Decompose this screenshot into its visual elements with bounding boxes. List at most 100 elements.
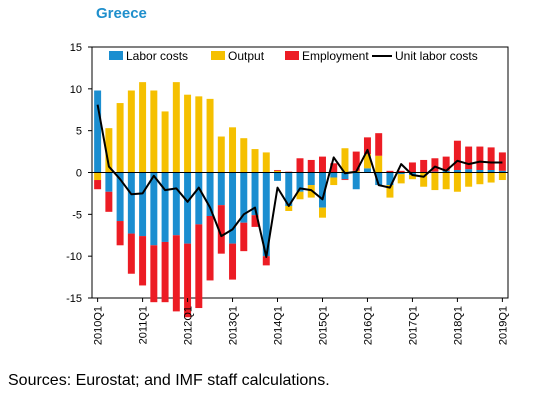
x-tick-label: 2011Q1	[138, 306, 150, 344]
bar-labor-costs-2015Q1	[319, 172, 326, 208]
bar-employment-2010Q1	[94, 180, 102, 190]
bar-labor-costs-2016Q3	[386, 172, 394, 186]
bar-output-2014Q2	[285, 205, 293, 211]
y-tick-label: -10	[66, 251, 82, 263]
bar-labor-costs-2018Q2	[465, 169, 473, 173]
line-layer	[96, 104, 503, 258]
bar-output-2012Q4	[217, 136, 225, 173]
bar-employment-2017Q1	[408, 162, 416, 173]
legend-label-labor-costs: Labor costs	[126, 49, 188, 63]
bar-employment-2016Q3	[386, 170, 394, 173]
bar-employment-2010Q3	[116, 221, 124, 246]
bar-labor-costs-2018Q4	[487, 169, 495, 173]
bar-labor-costs-2011Q4	[172, 172, 180, 236]
bar-employment-2012Q3	[206, 216, 214, 281]
y-tick-label: 5	[76, 126, 82, 138]
y-tick-label: -15	[66, 293, 82, 305]
bar-output-2013Q2	[240, 138, 248, 173]
bar-employment-2018Q1	[453, 140, 461, 170]
bar-employment-2017Q2	[420, 159, 428, 173]
bar-employment-2011Q3	[161, 241, 169, 303]
bar-output-2013Q3	[251, 149, 259, 173]
bar-employment-2011Q1	[139, 236, 147, 286]
bar-employment-2014Q3	[296, 158, 304, 173]
bar-employment-2012Q4	[217, 205, 225, 254]
bar-output-2015Q1	[319, 207, 326, 218]
bar-output-2018Q3	[476, 172, 484, 185]
y-tick-label: 0	[76, 168, 82, 180]
bar-labor-costs-2018Q1	[453, 169, 461, 173]
bar-output-2010Q3	[116, 103, 124, 173]
bar-employment-2013Q4	[262, 256, 270, 266]
bar-employment-2012Q2	[195, 224, 203, 309]
bar-labor-costs-2014Q2	[285, 172, 293, 206]
bar-employment-2013Q1	[229, 243, 237, 280]
bar-output-2012Q3	[206, 98, 214, 173]
bar-labor-costs-2016Q1	[363, 168, 371, 173]
x-tick-label: 2014Q1	[273, 306, 285, 345]
bar-labor-costs-2014Q1	[274, 172, 281, 181]
legend-label-unit-labor-costs: Unit labor costs	[395, 49, 478, 63]
bar-output-2016Q3	[386, 185, 394, 198]
x-tick-label: 2019Q1	[497, 306, 509, 345]
legend: Labor costs Output Employment Unit labor co…	[109, 49, 478, 63]
x-tick-label: 2017Q1	[407, 306, 419, 345]
bar-labor-costs-2012Q4	[217, 172, 225, 206]
bar-output-2015Q3	[341, 148, 349, 173]
bar-output-2014Q1	[274, 170, 281, 173]
bar-employment-2015Q4	[352, 151, 360, 171]
bar-labor-costs-2012Q1	[184, 172, 192, 244]
chart-title: Greece	[96, 5, 147, 22]
source-note: Sources: Eurostat; and IMF staff calcula…	[8, 372, 330, 389]
y-tick-label: -5	[72, 209, 82, 221]
bar-labor-costs-2015Q4	[352, 172, 360, 190]
bar-labor-costs-2014Q4	[307, 172, 315, 186]
bar-output-2012Q2	[195, 96, 203, 173]
x-tick-label: 2015Q1	[317, 306, 329, 345]
bar-output-2010Q2	[105, 128, 113, 173]
bar-output-2017Q1	[408, 175, 416, 180]
bar-employment-2016Q4	[397, 170, 405, 173]
bar-labor-costs-2010Q2	[105, 172, 113, 192]
x-tick-label: 2012Q1	[183, 306, 195, 345]
bar-output-2010Q1	[94, 172, 102, 181]
bar-employment-2013Q3	[251, 215, 259, 227]
bar-labor-costs-2013Q2	[240, 172, 248, 223]
bar-output-2016Q4	[397, 174, 405, 184]
bar-labor-costs-2012Q2	[195, 172, 203, 225]
bar-output-2017Q3	[431, 172, 439, 191]
bar-output-2011Q4	[172, 82, 180, 173]
bar-labor-costs-2010Q4	[127, 172, 135, 234]
bar-labor-costs-2018Q3	[476, 169, 484, 173]
bar-employment-2015Q3	[341, 179, 349, 181]
legend-swatch-output	[211, 51, 225, 60]
bar-employment-2011Q4	[172, 235, 180, 312]
legend-label-output: Output	[228, 49, 265, 63]
bar-output-2016Q1	[363, 154, 371, 169]
bar-employment-2017Q4	[442, 156, 450, 171]
line-unit-labor-costs	[96, 104, 503, 258]
bar-employment-2016Q1	[363, 137, 371, 155]
bar-labor-costs-2013Q1	[229, 172, 237, 244]
y-tick-label: 10	[70, 84, 82, 96]
bar-output-2018Q1	[453, 172, 461, 192]
bar-employment-2010Q2	[105, 191, 113, 212]
bar-employment-2014Q4	[307, 159, 315, 173]
bar-output-2011Q3	[161, 111, 169, 173]
legend-label-employment: Employment	[302, 49, 369, 63]
bar-employment-2010Q4	[127, 233, 135, 274]
bar-labor-costs-2011Q2	[150, 172, 158, 246]
bar-output-2011Q2	[150, 90, 158, 173]
bar-labor-costs-2011Q1	[139, 172, 147, 237]
y-tick-label: 15	[70, 42, 82, 54]
bar-output-2017Q4	[442, 172, 450, 190]
bar-labor-costs-2019Q1	[498, 170, 506, 173]
bar-employment-2015Q2	[330, 163, 338, 173]
x-tick-label: 2018Q1	[452, 306, 464, 345]
bar-output-2018Q2	[465, 172, 473, 187]
x-axis: 2010Q1 2011Q1 2012Q1 2013Q1 2014Q1 2015Q1 2016…	[93, 298, 509, 345]
bar-labor-costs-2010Q1	[94, 90, 102, 173]
bar-labor-costs-2012Q3	[206, 172, 214, 217]
bar-output-2017Q2	[420, 172, 428, 187]
bar-labor-costs-2010Q3	[116, 172, 124, 222]
